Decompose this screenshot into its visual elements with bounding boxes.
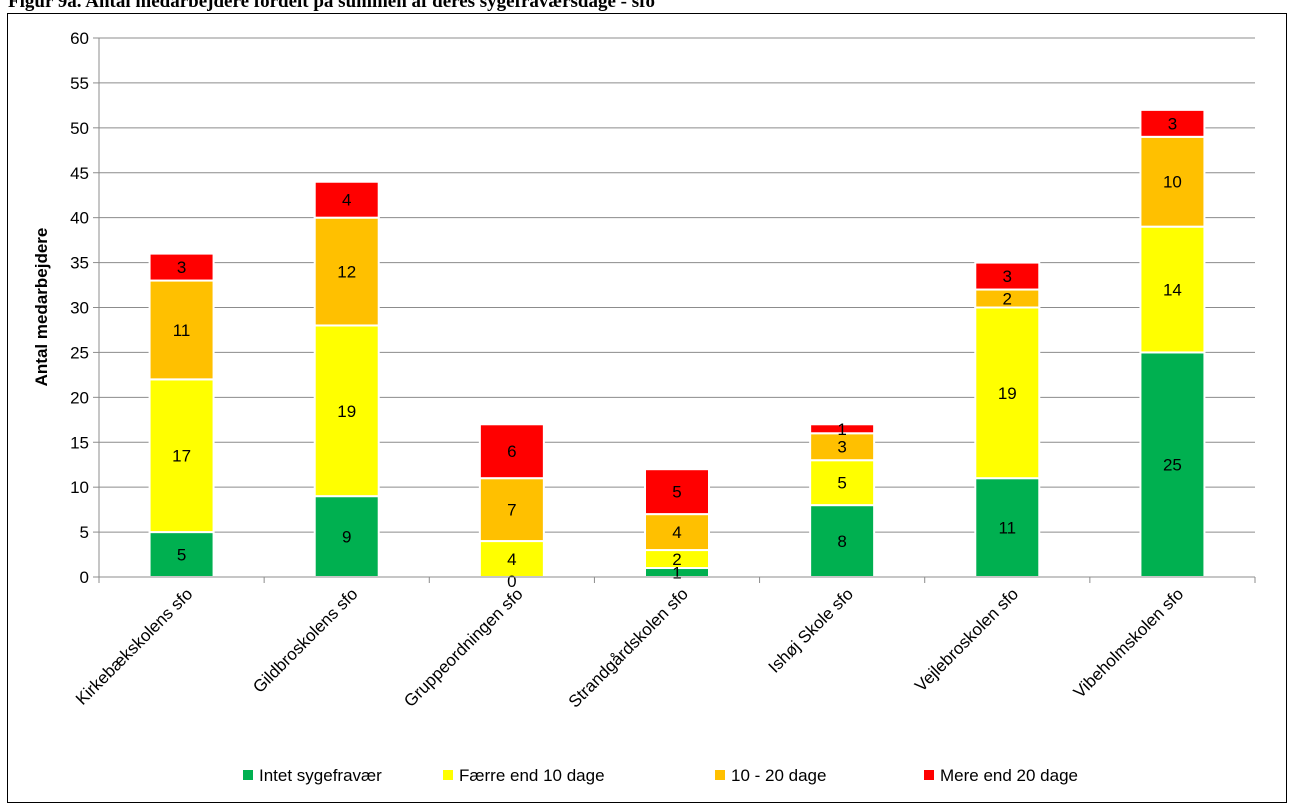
data-label: 11 — [998, 519, 1016, 538]
bar-segment — [313, 216, 380, 327]
legend-swatch — [443, 770, 453, 780]
y-tick-label: 15 — [70, 433, 89, 452]
bar-segment — [478, 423, 545, 480]
data-label: 19 — [998, 384, 1017, 403]
bar-segment — [148, 531, 215, 578]
bar-segment — [809, 423, 876, 435]
data-label: 8 — [837, 532, 846, 551]
bar-segment — [313, 180, 380, 219]
data-label: 4 — [342, 191, 351, 210]
bars — [148, 108, 1206, 578]
data-label: 3 — [177, 258, 186, 277]
bar-segment — [148, 279, 215, 381]
data-label: 4 — [507, 550, 516, 569]
bar-segment — [478, 477, 545, 543]
x-category-label: Kirkebækskolens sfo — [72, 584, 196, 708]
x-category-label: Ishøj Skole sfo — [765, 584, 857, 676]
bar-segment — [148, 252, 215, 282]
data-label: 0 — [507, 572, 516, 591]
y-tick-label: 45 — [70, 164, 89, 183]
y-tick-label: 10 — [70, 478, 89, 497]
y-axis-ticks: 0 5 10 15 20 25 30 35 40 45 50 55 60 — [70, 29, 99, 587]
data-label: 6 — [507, 442, 516, 461]
x-category-label: Vibeholmskolen sfo — [1070, 584, 1187, 701]
legend-label: Færre end 10 dage — [459, 766, 605, 785]
data-label: 1 — [837, 420, 846, 439]
legend-swatch — [924, 770, 934, 780]
data-label: 2 — [1003, 290, 1012, 309]
legend: Intet sygefravær Færre end 10 dage 10 - 20… — [243, 766, 1078, 785]
data-label: 1 — [672, 564, 681, 583]
y-tick-label: 40 — [70, 209, 89, 228]
y-tick-label: 35 — [70, 254, 89, 273]
data-label: 5 — [672, 483, 681, 502]
bar-segment — [313, 324, 380, 498]
bar-segment — [1139, 108, 1206, 138]
legend-label: 10 - 20 dage — [731, 766, 826, 785]
y-tick-label: 0 — [80, 568, 89, 587]
x-category-label: Gruppeordningen sfo — [400, 584, 526, 710]
data-label: 5 — [837, 474, 846, 493]
bar-segment — [974, 261, 1041, 291]
data-label: 7 — [507, 501, 516, 520]
y-tick-label: 55 — [70, 74, 89, 93]
bar-segment — [974, 477, 1041, 578]
bar-segment — [478, 540, 545, 578]
data-label: 3 — [1003, 267, 1012, 286]
legend-label: Intet sygefravær — [259, 766, 382, 785]
bar-segment — [313, 495, 380, 578]
legend-swatch — [243, 770, 253, 780]
data-label: 2 — [672, 550, 681, 569]
bar-segment — [809, 459, 876, 507]
data-label: 3 — [837, 438, 846, 457]
legend-label: Mere end 20 dage — [940, 766, 1078, 785]
y-tick-label: 20 — [70, 388, 89, 407]
bar-segment — [1139, 135, 1206, 228]
data-label: 10 — [1163, 173, 1182, 192]
y-axis-title: Antal medarbejdere — [32, 228, 51, 387]
bar-segment — [1139, 225, 1206, 354]
data-label: 14 — [1163, 281, 1182, 300]
axes — [98, 38, 1256, 583]
y-tick-label: 5 — [80, 523, 89, 542]
data-label: 3 — [1168, 114, 1177, 133]
y-tick-label: 30 — [70, 299, 89, 318]
data-label: 4 — [672, 523, 681, 542]
data-label: 12 — [337, 263, 356, 282]
bar-segment — [148, 378, 215, 534]
data-label: 19 — [337, 402, 356, 421]
bar-segment — [809, 504, 876, 578]
data-label: 9 — [342, 528, 351, 547]
y-tick-label: 50 — [70, 119, 89, 138]
data-label: 25 — [1163, 456, 1182, 475]
data-label: 5 — [177, 546, 186, 565]
y-tick-label: 25 — [70, 343, 89, 362]
x-category-label: Vejlebroskolen sfo — [911, 584, 1022, 695]
data-label: 11 — [173, 321, 191, 340]
y-tick-label: 60 — [70, 29, 89, 48]
legend-swatch — [715, 770, 725, 780]
bar-segment — [974, 306, 1041, 480]
x-axis-categories: Kirkebækskolens sfo Gildbroskolens sfo Gru… — [72, 584, 1187, 711]
chart-frame — [7, 13, 1287, 803]
gridlines — [99, 37, 1255, 533]
bar-segment — [644, 468, 710, 516]
x-category-label: Strandgårdskolen sfo — [565, 584, 692, 711]
data-label: 17 — [172, 447, 191, 466]
x-category-label: Gildbroskolens sfo — [249, 584, 361, 696]
figure-title: Figur 9a. Antal medarbejdere fordelt på … — [8, 0, 655, 12]
